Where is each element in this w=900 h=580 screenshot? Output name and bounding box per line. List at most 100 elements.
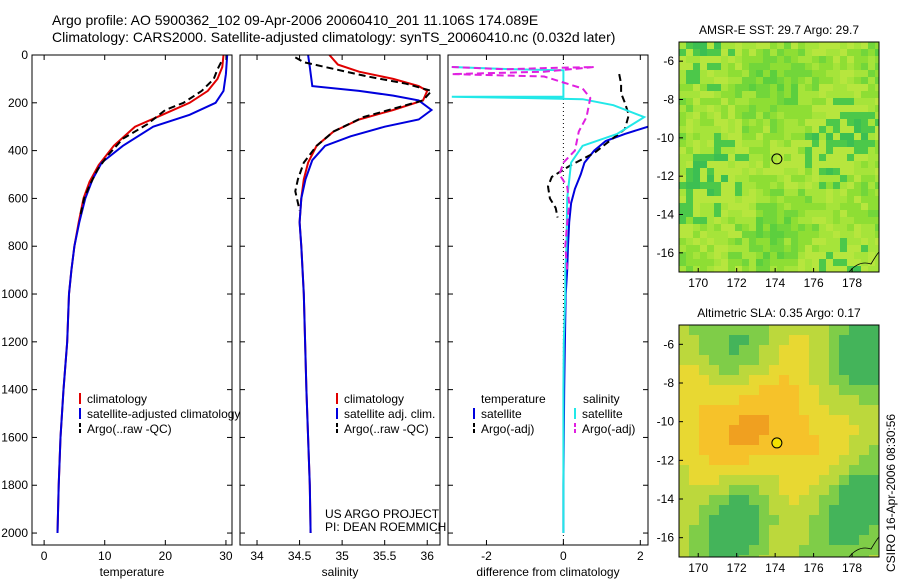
heatmap-cell: [819, 259, 827, 267]
heatmap-cell: [791, 175, 799, 183]
heatmap-cell: [719, 375, 730, 386]
heatmap-cell: [735, 252, 743, 260]
heatmap-cell: [679, 49, 687, 57]
heatmap-cell: [756, 56, 764, 64]
heatmap-cell: [693, 42, 701, 50]
heatmap-cell: [749, 505, 760, 516]
heatmap-cell: [777, 49, 785, 57]
heatmap-cell: [833, 119, 841, 127]
heatmap-cell: [749, 395, 760, 406]
x-tick-label: 34.5: [288, 549, 312, 563]
heatmap-cell: [812, 224, 820, 232]
heatmap-cell: [861, 42, 869, 50]
heatmap-cell: [839, 425, 850, 436]
heatmap-cell: [763, 42, 771, 50]
heatmap-cell: [742, 196, 750, 204]
heatmap-cell: [839, 355, 850, 366]
heatmap-cell: [875, 133, 879, 141]
heatmap-cell: [847, 238, 855, 246]
heatmap-cell: [875, 154, 879, 162]
heatmap-cell: [840, 133, 848, 141]
heatmap-cell: [749, 161, 757, 169]
heatmap-cell: [777, 77, 785, 85]
heatmap-cell: [847, 140, 855, 148]
heatmap-cell: [861, 182, 869, 190]
heatmap-cell: [693, 98, 701, 106]
heatmap-cell: [700, 112, 708, 120]
heatmap-cell: [826, 112, 834, 120]
heatmap-cell: [756, 182, 764, 190]
heatmap-cell: [693, 210, 701, 218]
heatmap-cell: [686, 56, 694, 64]
heatmap-cell: [769, 415, 780, 426]
heatmap-cell: [777, 98, 785, 106]
heatmap-cell: [819, 105, 827, 113]
heatmap-cell: [700, 175, 708, 183]
heatmap-cell: [735, 91, 743, 99]
heatmap-cell: [714, 210, 722, 218]
heatmap-cell: [700, 259, 708, 267]
heatmap-cell: [770, 238, 778, 246]
heatmap-cell: [861, 84, 869, 92]
heatmap-cell: [840, 252, 848, 260]
heatmap-cell: [798, 91, 806, 99]
heatmap-cell: [859, 455, 870, 466]
heatmap-cell: [868, 98, 876, 106]
heatmap-cell: [809, 325, 820, 336]
heatmap-cell: [849, 355, 860, 366]
legend-entry: Argo(..raw -QC): [87, 422, 172, 436]
y-tick-label: 0: [21, 48, 28, 62]
heatmap-cell: [728, 133, 736, 141]
heatmap-cell: [739, 415, 750, 426]
heatmap-cell: [809, 535, 820, 546]
heatmap-cell: [759, 405, 770, 416]
heatmap-cell: [719, 485, 730, 496]
heatmap-cell: [859, 435, 870, 446]
heatmap-cell: [756, 91, 764, 99]
heatmap-cell: [679, 238, 687, 246]
heatmap-cell: [679, 545, 690, 556]
heatmap-cell: [709, 485, 720, 496]
heatmap-cell: [826, 77, 834, 85]
heatmap-cell: [679, 355, 690, 366]
heatmap-cell: [721, 203, 729, 211]
heatmap-cell: [819, 231, 827, 239]
heatmap-cell: [679, 425, 690, 436]
heatmap-cell: [749, 252, 757, 260]
heatmap-cell: [829, 545, 840, 556]
heatmap-cell: [719, 335, 730, 346]
heatmap-cell: [789, 525, 800, 536]
heatmap-cell: [833, 245, 841, 253]
heatmap-cell: [689, 435, 700, 446]
heatmap-cell: [709, 515, 720, 526]
profile-panel-temperature: 0 10 20 30020040060080010001200140016001800…: [1, 48, 233, 579]
heatmap-cell: [819, 415, 830, 426]
heatmap-cell: [812, 245, 820, 253]
heatmap-cell: [721, 112, 729, 120]
heatmap-cell: [868, 182, 876, 190]
heatmap-cell: [735, 140, 743, 148]
heatmap-cell: [849, 335, 860, 346]
heatmap-cell: [799, 355, 810, 366]
heatmap-cell: [854, 182, 862, 190]
heatmap-cell: [799, 335, 810, 346]
heatmap-cell: [749, 168, 757, 176]
heatmap-cell: [739, 405, 750, 416]
heatmap-cell: [819, 42, 827, 50]
heatmap-cell: [742, 140, 750, 148]
heatmap-cell: [777, 189, 785, 197]
heatmap-cell: [714, 245, 722, 253]
x-tick-label: 176: [804, 276, 824, 290]
heatmap-cell: [840, 112, 848, 120]
heatmap-cell: [756, 119, 764, 127]
heatmap-cell: [819, 238, 827, 246]
heatmap-cell: [839, 435, 850, 446]
x-tick-label: 35.5: [373, 549, 397, 563]
heatmap-cell: [847, 126, 855, 134]
series-line-temperature-2: [78, 61, 222, 218]
heatmap-cell: [812, 56, 820, 64]
coastline: [848, 251, 880, 273]
heatmap-cell: [709, 455, 720, 466]
heatmap-cell: [735, 189, 743, 197]
heatmap-cell: [799, 555, 810, 557]
